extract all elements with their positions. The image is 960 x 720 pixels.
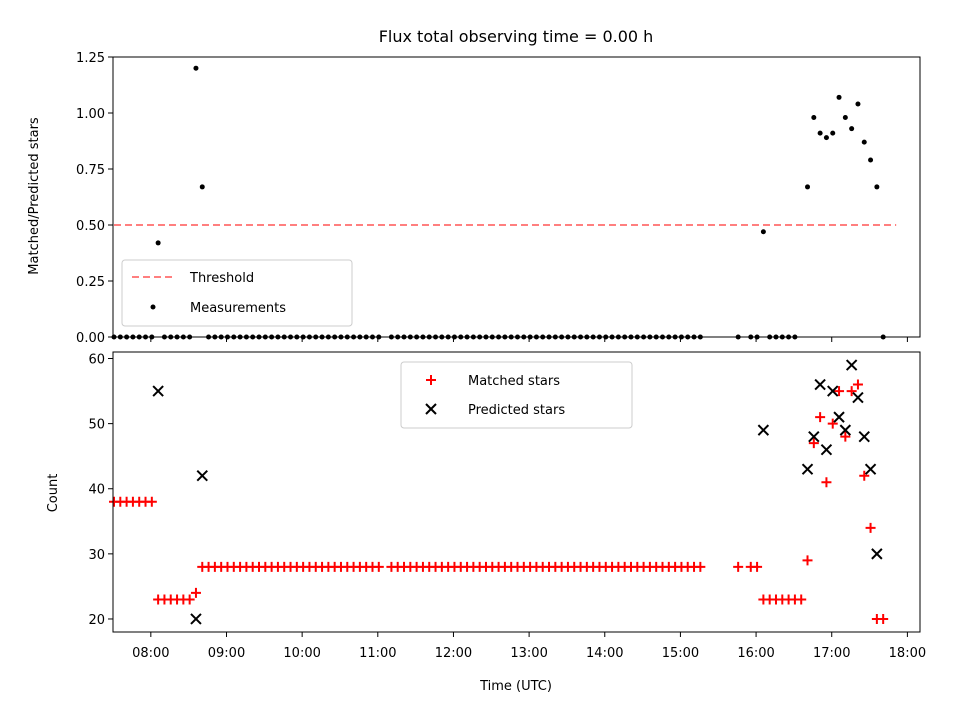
predicted-star-point [845,359,858,371]
matched-star-point [373,561,384,572]
measurement-point [805,184,811,190]
matched-star-point [815,412,826,423]
legend-predicted-swatch [425,403,437,415]
bottom-legend: Matched stars Predicted stars [400,361,633,429]
matched-star-point [190,587,201,598]
y-tick-label: 60 [88,353,105,368]
x-tick-label: 12:00 [435,646,472,661]
matched-star-point [840,431,851,442]
predicted-star-point [827,385,839,397]
measurement-point [823,135,829,141]
predicted-star-point [196,470,208,482]
matched-star-point [878,613,889,624]
matched-star-point [802,555,813,566]
matched-star-point [184,594,195,605]
x-tick-label: 16:00 [737,646,774,661]
predicted-star-point [858,430,870,443]
measurement-point [817,130,823,136]
legend-matched-label: Matched stars [468,374,560,389]
y-tick-label: 1.00 [76,107,105,122]
matched-star-point [752,561,763,572]
predicted-star-point [808,430,820,443]
y-tick-label: 30 [88,548,105,563]
matched-star-point [821,477,832,488]
count-chart: Count Time (UTC) 20 30 40 50 60 08:00 09:00 10… [46,351,926,694]
matched-star-point [852,379,863,390]
legend-predicted-label: Predicted stars [468,403,565,418]
top-axes-frame [112,56,921,338]
matched-star-point [796,594,807,605]
chart-title: Flux total observing time = 0.00 h [379,27,654,46]
measurement-point [849,126,855,132]
matched-star-point [827,418,838,429]
x-tick-label: 17:00 [813,646,850,661]
y-tick-label: 50 [88,418,105,433]
matched-star-point [695,561,706,572]
x-tick-label: 10:00 [283,646,320,661]
measurement-point [842,114,848,120]
legend-matched-swatch [426,375,436,385]
top-legend: Threshold Measurements [121,259,353,327]
predicted-star-point [864,463,877,475]
matched-star-point [846,386,857,397]
predicted-star-point [833,411,845,423]
bottom-x-ticks: 08:00 09:00 10:00 11:00 12:00 13:00 14:00 15:00… [132,632,926,661]
measurement-point [861,139,867,145]
matched-star-point [834,386,845,397]
measurement-point [836,94,842,100]
predicted-star-point [757,424,770,436]
predicted-star-point [152,385,164,397]
x-tick-label: 14:00 [586,646,623,661]
top-y-axis-label: Matched/Predicted stars [27,117,42,275]
matched-star-point [146,496,157,507]
measurement-point [199,184,205,190]
matched-star-point [733,561,744,572]
y-tick-label: 20 [88,613,105,628]
legend-measurements-swatch [150,304,156,310]
y-tick-label: 0.50 [76,219,105,234]
measurement-point [830,130,836,136]
matched-star-point [808,438,819,449]
measurement-point [855,101,861,107]
x-tick-label: 09:00 [208,646,245,661]
x-axis-label: Time (UTC) [479,679,552,694]
x-tick-label: 13:00 [510,646,547,661]
y-tick-label: 0.25 [76,275,105,290]
bottom-y-axis-label: Count [46,474,61,513]
x-tick-label: 08:00 [132,646,169,661]
flux-ratio-chart: Flux total observing time = 0.00 h Match… [27,27,921,346]
y-tick-label: 0.00 [76,331,105,346]
x-tick-label: 18:00 [889,646,926,661]
bottom-legend-box [400,361,633,429]
legend-measurements-label: Measurements [190,301,286,316]
bottom-y-ticks: 20 30 40 50 60 [88,353,113,628]
legend-threshold-label: Threshold [189,271,254,286]
y-tick-label: 1.25 [76,51,105,66]
measurement-point [874,184,880,190]
top-y-ticks: 0.00 0.25 0.50 0.75 1.00 1.25 [76,51,113,346]
bottom-plot-marks [109,359,889,625]
predicted-star-point [820,443,833,456]
bottom-axes-frame [112,351,921,633]
predicted-star-point [814,378,826,391]
matched-star-point [859,470,870,481]
predicted-star-point [190,613,202,625]
top-legend-box [121,259,353,327]
x-tick-label: 15:00 [662,646,699,661]
predicted-star-point [852,391,864,404]
y-tick-label: 40 [88,483,105,498]
measurement-point [155,240,161,246]
predicted-star-point [839,424,852,436]
y-tick-label: 0.75 [76,163,105,178]
predicted-star-point [801,463,814,475]
x-tick-label: 11:00 [359,646,396,661]
measurement-point [811,114,817,120]
matched-star-point [865,522,876,533]
predicted-star-point [871,548,883,560]
measurement-point [193,65,199,71]
measurement-point [760,229,766,235]
measurement-point [868,157,874,163]
